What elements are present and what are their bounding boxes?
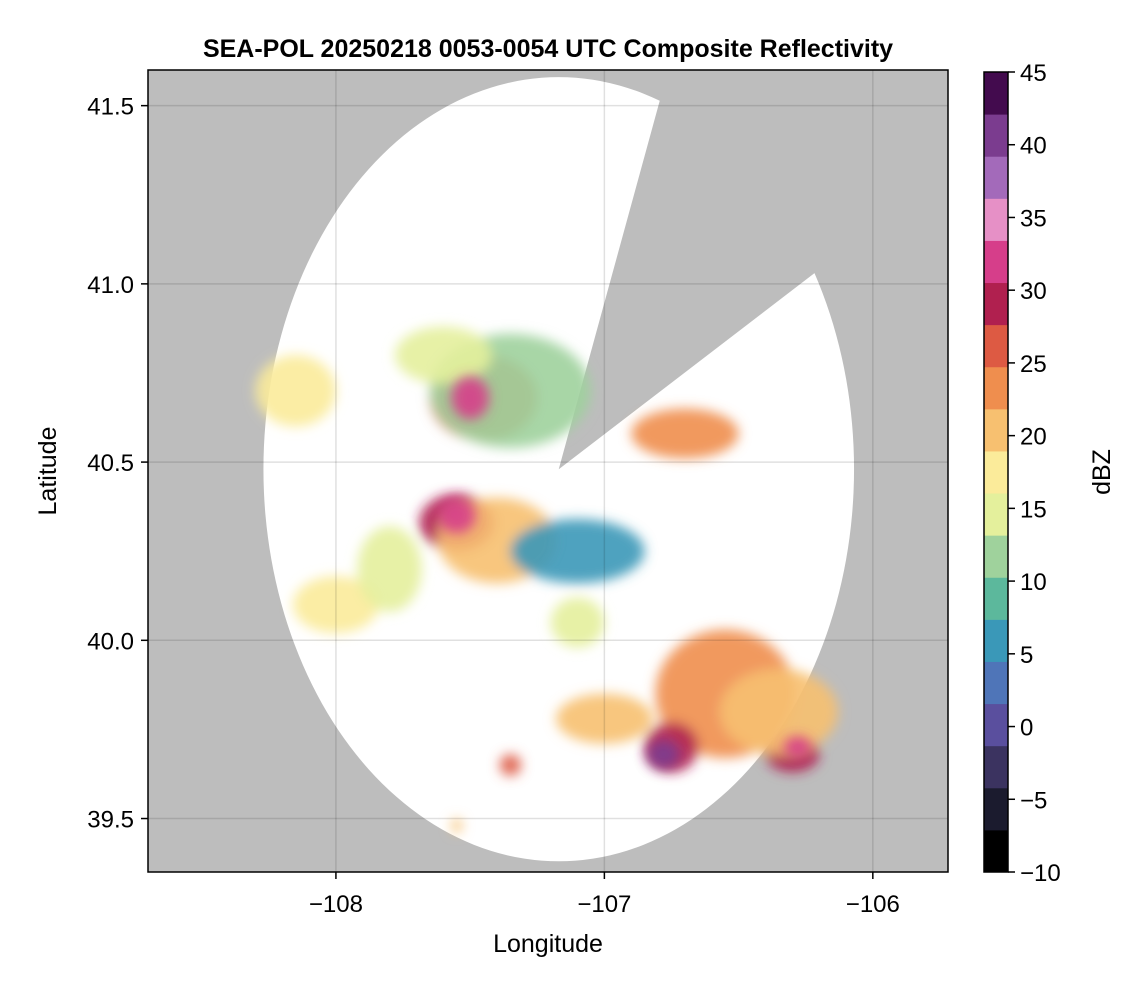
colorbar-band xyxy=(984,72,1008,115)
colorbar-band xyxy=(984,450,1008,494)
colorbar-band xyxy=(984,408,1008,452)
reflectivity-cell xyxy=(499,754,522,776)
reflectivity-cell xyxy=(292,576,379,634)
x-tick-label: −107 xyxy=(577,891,631,918)
reflectivity-cell xyxy=(550,597,605,648)
y-axis-label: Latitude xyxy=(34,427,62,516)
colorbar-band xyxy=(984,661,1008,705)
reflectivity-cell xyxy=(719,668,838,755)
y-tick-label: 40.0 xyxy=(87,628,134,655)
colorbar-band xyxy=(984,282,1008,326)
chart-title: SEA-POL 20250218 0053-0054 UTC Composite… xyxy=(203,35,893,63)
colorbar-frame xyxy=(983,71,1009,873)
x-tick-label: −106 xyxy=(846,891,900,918)
colorbar-band xyxy=(984,829,1008,873)
colorbar-tick-label: 30 xyxy=(1020,278,1047,305)
reflectivity-cell xyxy=(451,818,463,833)
colorbar: −10 −5 0 5 10 15 20 25 30 35 40 45 dBZ xyxy=(983,60,1116,887)
colorbar-tick-label: 5 xyxy=(1020,642,1033,669)
colorbar-tick-label: −10 xyxy=(1020,860,1061,887)
colorbar-band xyxy=(984,240,1008,284)
y-tick-label: 39.5 xyxy=(87,807,134,834)
reflectivity-cell xyxy=(255,355,336,427)
reflectivity-cell xyxy=(510,519,645,584)
reflectivity-core xyxy=(647,740,680,769)
y-tick-label: 41.0 xyxy=(87,272,134,299)
reflectivity-core xyxy=(437,497,476,534)
colorbar-label: dBZ xyxy=(1088,449,1116,495)
grid-lines xyxy=(148,70,948,872)
reflectivity-cores-layer xyxy=(437,376,812,769)
colorbar-band xyxy=(984,745,1008,789)
colorbar-band xyxy=(984,324,1008,368)
colorbar-band xyxy=(984,493,1008,536)
reflectivity-cell xyxy=(394,326,492,384)
colorbar-bands xyxy=(984,72,1008,873)
colorbar-band xyxy=(984,535,1008,578)
colorbar-band xyxy=(984,156,1008,199)
colorbar-band xyxy=(984,114,1008,157)
colorbar-tick-label: 10 xyxy=(1020,569,1047,596)
colorbar-band xyxy=(984,703,1008,747)
colorbar-tick-label: 40 xyxy=(1020,133,1047,160)
y-axis-ticks: 39.5 40.0 40.5 41.0 41.5 xyxy=(87,94,148,834)
colorbar-band xyxy=(984,577,1008,620)
y-tick-label: 40.5 xyxy=(87,450,134,477)
colorbar-tick-label: 20 xyxy=(1020,424,1047,451)
x-axis-label: Longitude xyxy=(493,930,603,958)
colorbar-tick-label: 25 xyxy=(1020,351,1047,378)
plot-area xyxy=(148,70,948,872)
y-tick-label: 41.5 xyxy=(87,94,134,121)
reflectivity-cell xyxy=(357,526,422,612)
colorbar-ticks: −10 −5 0 5 10 15 20 25 30 35 40 45 xyxy=(1008,60,1061,887)
plot-frame xyxy=(147,69,949,873)
x-tick-label: −108 xyxy=(309,891,363,918)
colorbar-band xyxy=(984,619,1008,662)
x-axis-ticks: −108 −107 −106 xyxy=(309,872,900,918)
colorbar-band xyxy=(984,787,1008,831)
reflectivity-cell xyxy=(556,693,653,744)
colorbar-band xyxy=(984,198,1008,241)
colorbar-tick-label: 45 xyxy=(1020,60,1047,87)
colorbar-tick-label: 35 xyxy=(1020,205,1047,232)
colorbar-tick-label: −5 xyxy=(1020,787,1047,814)
colorbar-tick-label: 15 xyxy=(1020,496,1047,523)
reflectivity-core xyxy=(784,736,812,758)
reflectivity-core xyxy=(451,376,489,420)
reflectivity-cell xyxy=(631,408,739,459)
colorbar-band xyxy=(984,366,1008,410)
colorbar-tick-label: 0 xyxy=(1020,715,1033,742)
